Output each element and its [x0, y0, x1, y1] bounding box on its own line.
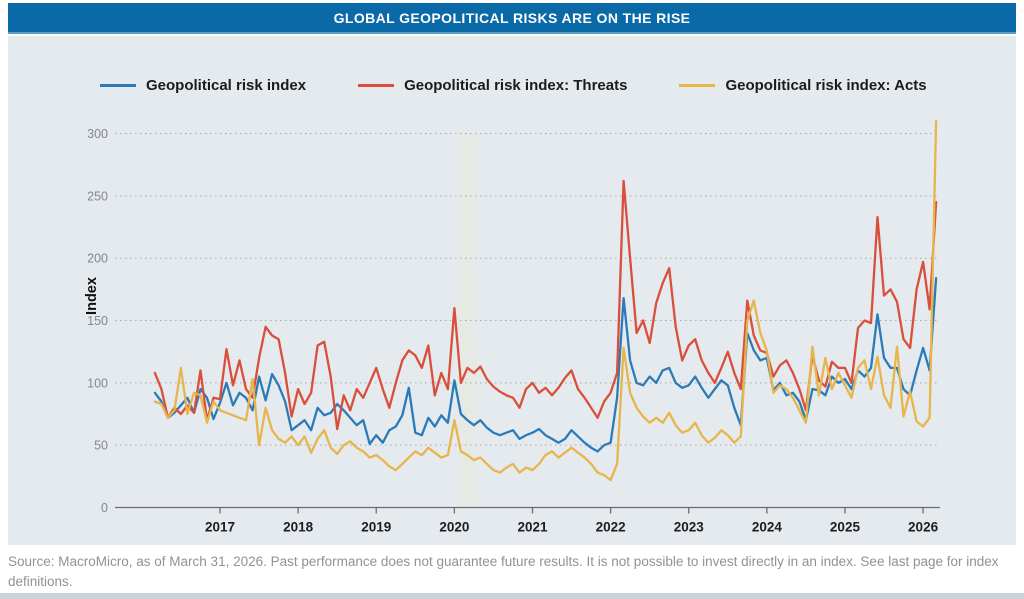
y-axis-title: Index: [84, 277, 100, 315]
chart-panel: 0 50 100 150 200 250 300 2017 2018 2019 2020 2021 20…: [8, 36, 1016, 545]
chart-title: GLOBAL GEOPOLITICAL RISKS ARE ON THE RIS…: [333, 9, 691, 26]
series-geopolitical-risk-index: [153, 276, 938, 453]
y-tick-label: 150: [87, 314, 108, 328]
x-tick-label: 2022: [596, 520, 626, 535]
y-tick-label: 200: [87, 252, 108, 266]
y-tick-label: 0: [101, 501, 108, 515]
x-tick-label: 2018: [283, 520, 314, 535]
legend-line-swatch: [100, 83, 136, 87]
legend-label: Geopolitical risk index: [146, 76, 307, 94]
y-tick-label: 50: [94, 439, 108, 453]
legend-line-swatch: [679, 83, 716, 87]
series-geopolitical-risk-index-acts: [153, 119, 938, 482]
y-tick-label: 250: [87, 189, 108, 203]
x-tick-label: 2019: [361, 520, 391, 535]
x-tick-label: 2024: [752, 520, 783, 535]
x-tick-label: 2023: [674, 520, 705, 535]
legend-item-threats: Geopolitical risk index: Threats: [358, 77, 627, 94]
legend-label: Geopolitical risk index: Threats: [404, 76, 628, 94]
legend-label: Geopolitical risk index: Acts: [725, 76, 927, 94]
y-tick-label: 300: [87, 127, 108, 141]
legend-item-index: Geopolitical risk index: [100, 77, 306, 94]
bottom-accent-strip: [0, 593, 1024, 599]
source-note: Source: MacroMicro, as of March 31, 2026…: [8, 554, 999, 589]
x-tick-label: 2017: [205, 520, 235, 535]
x-tick-label: 2025: [830, 520, 861, 535]
x-tick-label: 2026: [908, 520, 939, 535]
legend-line-swatch: [358, 83, 395, 87]
x-tick-label: 2021: [517, 520, 548, 535]
chart-svg: 0 50 100 150 200 250 300 2017 2018 2019 2020 2021 20…: [84, 119, 940, 535]
y-tick-label: 100: [87, 376, 108, 390]
x-tick-label: 2020: [439, 520, 469, 535]
chart-title-bar: GLOBAL GEOPOLITICAL RISKS ARE ON THE RIS…: [8, 3, 1016, 34]
chart-legend: Geopolitical risk index Geopolitical ris…: [100, 72, 970, 98]
legend-item-acts: Geopolitical risk index: Acts: [679, 76, 927, 94]
